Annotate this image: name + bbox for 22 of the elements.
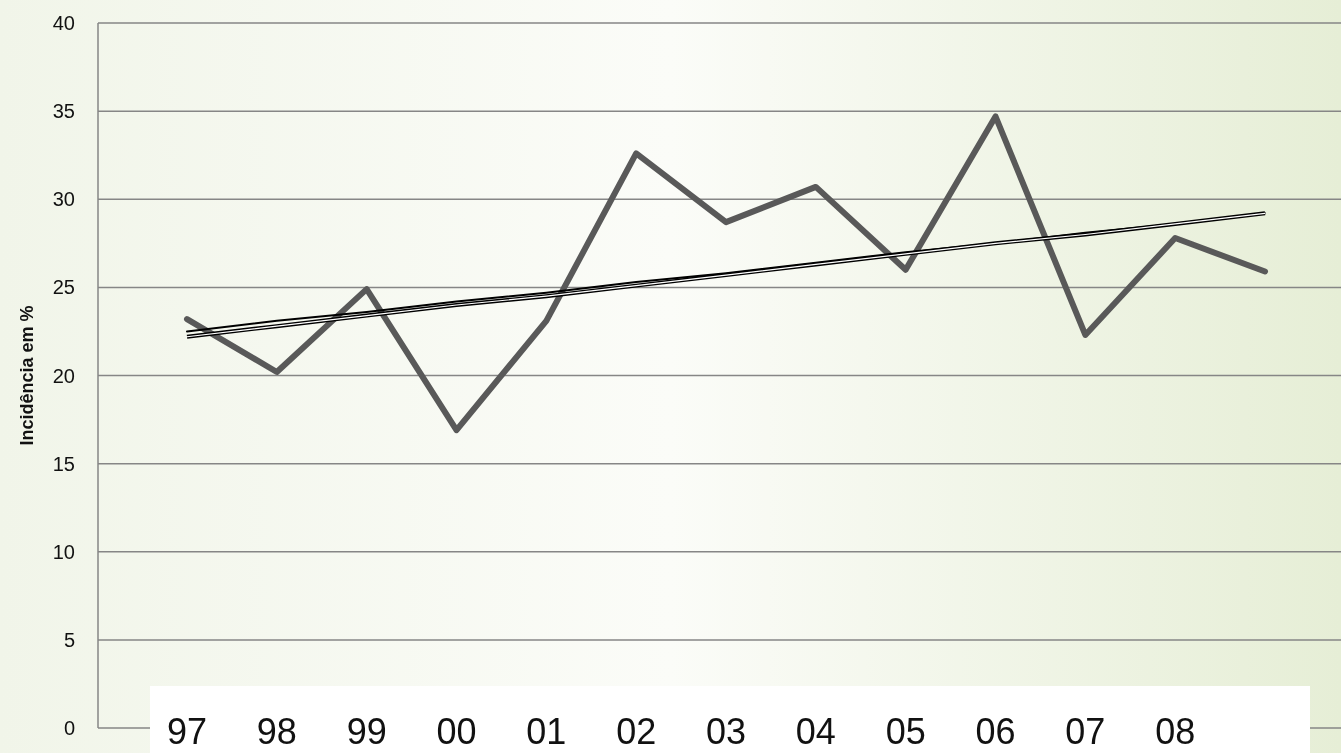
x-tick-label: 98 xyxy=(256,711,297,752)
x-tick-label: 97 xyxy=(166,711,208,752)
x-tick-label: 01 xyxy=(526,711,567,752)
y-tick-label: 30 xyxy=(52,188,75,211)
y-tick-label: 15 xyxy=(52,452,75,475)
x-tick-label: 08 xyxy=(1155,711,1196,752)
y-tick-label: 20 xyxy=(52,364,75,387)
y-tick-label: 5 xyxy=(63,628,75,651)
x-tick-label: 00 xyxy=(436,711,477,752)
x-tick-label: 05 xyxy=(885,711,926,752)
y-axis-title: Incidência em % xyxy=(17,305,37,446)
x-tick-label: 04 xyxy=(795,711,836,752)
x-tick-label: 02 xyxy=(616,711,657,752)
y-tick-label: 40 xyxy=(52,12,75,34)
x-tick-label: 99 xyxy=(346,711,387,752)
y-tick-label: 0 xyxy=(63,717,75,739)
y-tick-label: 10 xyxy=(52,540,75,563)
x-tick-label: 06 xyxy=(975,711,1016,752)
y-tick-label: 25 xyxy=(52,276,75,299)
y-tick-label: 35 xyxy=(52,100,75,123)
x-tick-label: 03 xyxy=(705,711,747,752)
x-tick-label: 07 xyxy=(1065,711,1106,752)
